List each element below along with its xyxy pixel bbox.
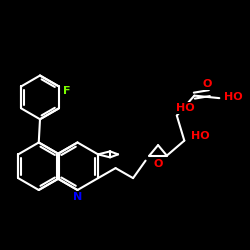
Text: HO: HO (190, 130, 209, 140)
Text: O: O (154, 160, 163, 170)
Text: N: N (73, 192, 82, 202)
Text: HO: HO (176, 103, 194, 113)
Text: F: F (63, 86, 70, 97)
Text: HO: HO (224, 92, 243, 102)
Text: O: O (202, 80, 211, 90)
